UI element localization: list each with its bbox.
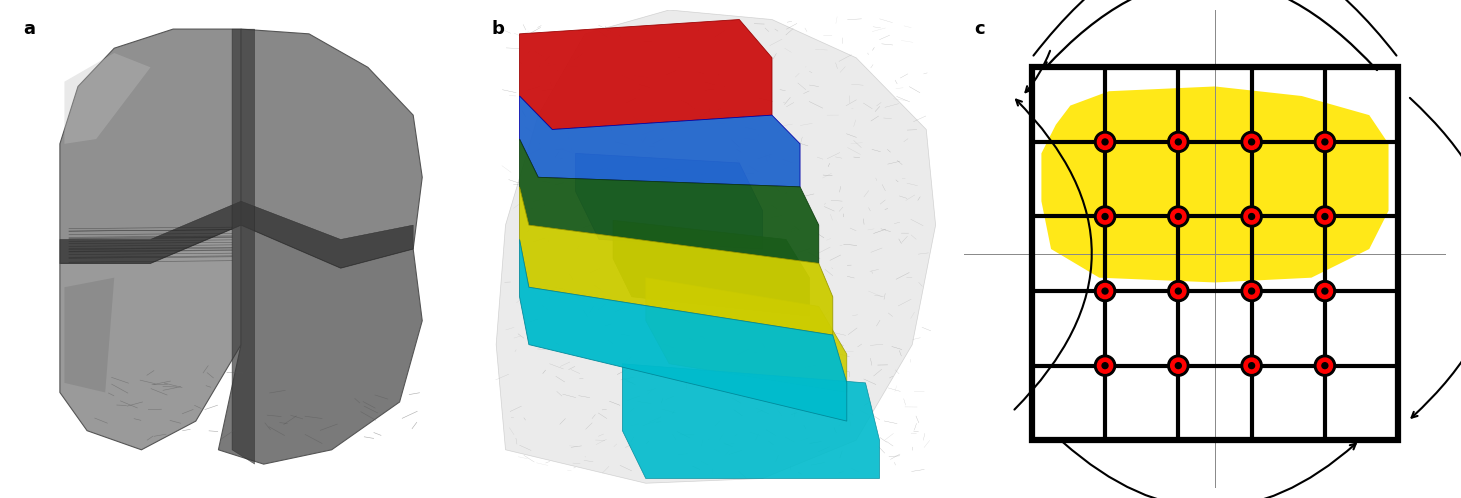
Circle shape: [1315, 355, 1335, 376]
Circle shape: [1240, 131, 1262, 152]
Polygon shape: [646, 278, 847, 392]
Circle shape: [1167, 355, 1189, 376]
Circle shape: [1097, 134, 1113, 149]
Circle shape: [1318, 283, 1332, 299]
Circle shape: [1094, 280, 1116, 302]
Polygon shape: [520, 96, 801, 187]
Circle shape: [1322, 214, 1328, 220]
Circle shape: [1249, 139, 1255, 145]
Circle shape: [1175, 214, 1182, 220]
Circle shape: [1240, 206, 1262, 227]
Polygon shape: [520, 19, 771, 129]
Polygon shape: [1042, 87, 1388, 282]
Polygon shape: [497, 10, 935, 483]
Circle shape: [1322, 363, 1328, 369]
Circle shape: [1102, 363, 1107, 369]
Circle shape: [1175, 363, 1182, 369]
Circle shape: [1315, 280, 1335, 302]
Circle shape: [1243, 134, 1259, 149]
Bar: [1031, 67, 1398, 440]
Polygon shape: [60, 225, 241, 450]
Text: c: c: [974, 19, 985, 37]
Polygon shape: [241, 29, 422, 268]
Circle shape: [1243, 209, 1259, 224]
Circle shape: [1170, 283, 1186, 299]
Circle shape: [1097, 283, 1113, 299]
Circle shape: [1094, 131, 1116, 152]
Polygon shape: [520, 139, 818, 263]
Circle shape: [1322, 288, 1328, 294]
Polygon shape: [520, 240, 847, 421]
Text: b: b: [491, 19, 504, 37]
Circle shape: [1170, 358, 1186, 373]
Circle shape: [1318, 358, 1332, 373]
Polygon shape: [218, 225, 422, 464]
Circle shape: [1315, 131, 1335, 152]
Circle shape: [1315, 206, 1335, 227]
Circle shape: [1243, 358, 1259, 373]
Circle shape: [1175, 139, 1182, 145]
Circle shape: [1167, 131, 1189, 152]
Polygon shape: [576, 153, 763, 249]
Circle shape: [1094, 355, 1116, 376]
Polygon shape: [60, 29, 241, 263]
Circle shape: [1097, 358, 1113, 373]
Circle shape: [1175, 288, 1182, 294]
Circle shape: [1318, 134, 1332, 149]
Circle shape: [1102, 288, 1107, 294]
Circle shape: [1170, 134, 1186, 149]
Polygon shape: [232, 29, 254, 464]
Circle shape: [1318, 209, 1332, 224]
Circle shape: [1240, 355, 1262, 376]
Circle shape: [1094, 206, 1116, 227]
Circle shape: [1249, 214, 1255, 220]
Circle shape: [1167, 280, 1189, 302]
Circle shape: [1102, 214, 1107, 220]
Polygon shape: [622, 364, 880, 479]
Polygon shape: [520, 187, 833, 335]
Polygon shape: [64, 278, 114, 392]
Polygon shape: [64, 53, 150, 144]
Circle shape: [1322, 139, 1328, 145]
Circle shape: [1102, 139, 1107, 145]
Circle shape: [1243, 283, 1259, 299]
Circle shape: [1249, 363, 1255, 369]
Circle shape: [1170, 209, 1186, 224]
Text: a: a: [23, 19, 35, 37]
Polygon shape: [60, 201, 413, 268]
Circle shape: [1097, 209, 1113, 224]
Polygon shape: [614, 220, 809, 316]
Circle shape: [1167, 206, 1189, 227]
Circle shape: [1240, 280, 1262, 302]
Circle shape: [1249, 288, 1255, 294]
